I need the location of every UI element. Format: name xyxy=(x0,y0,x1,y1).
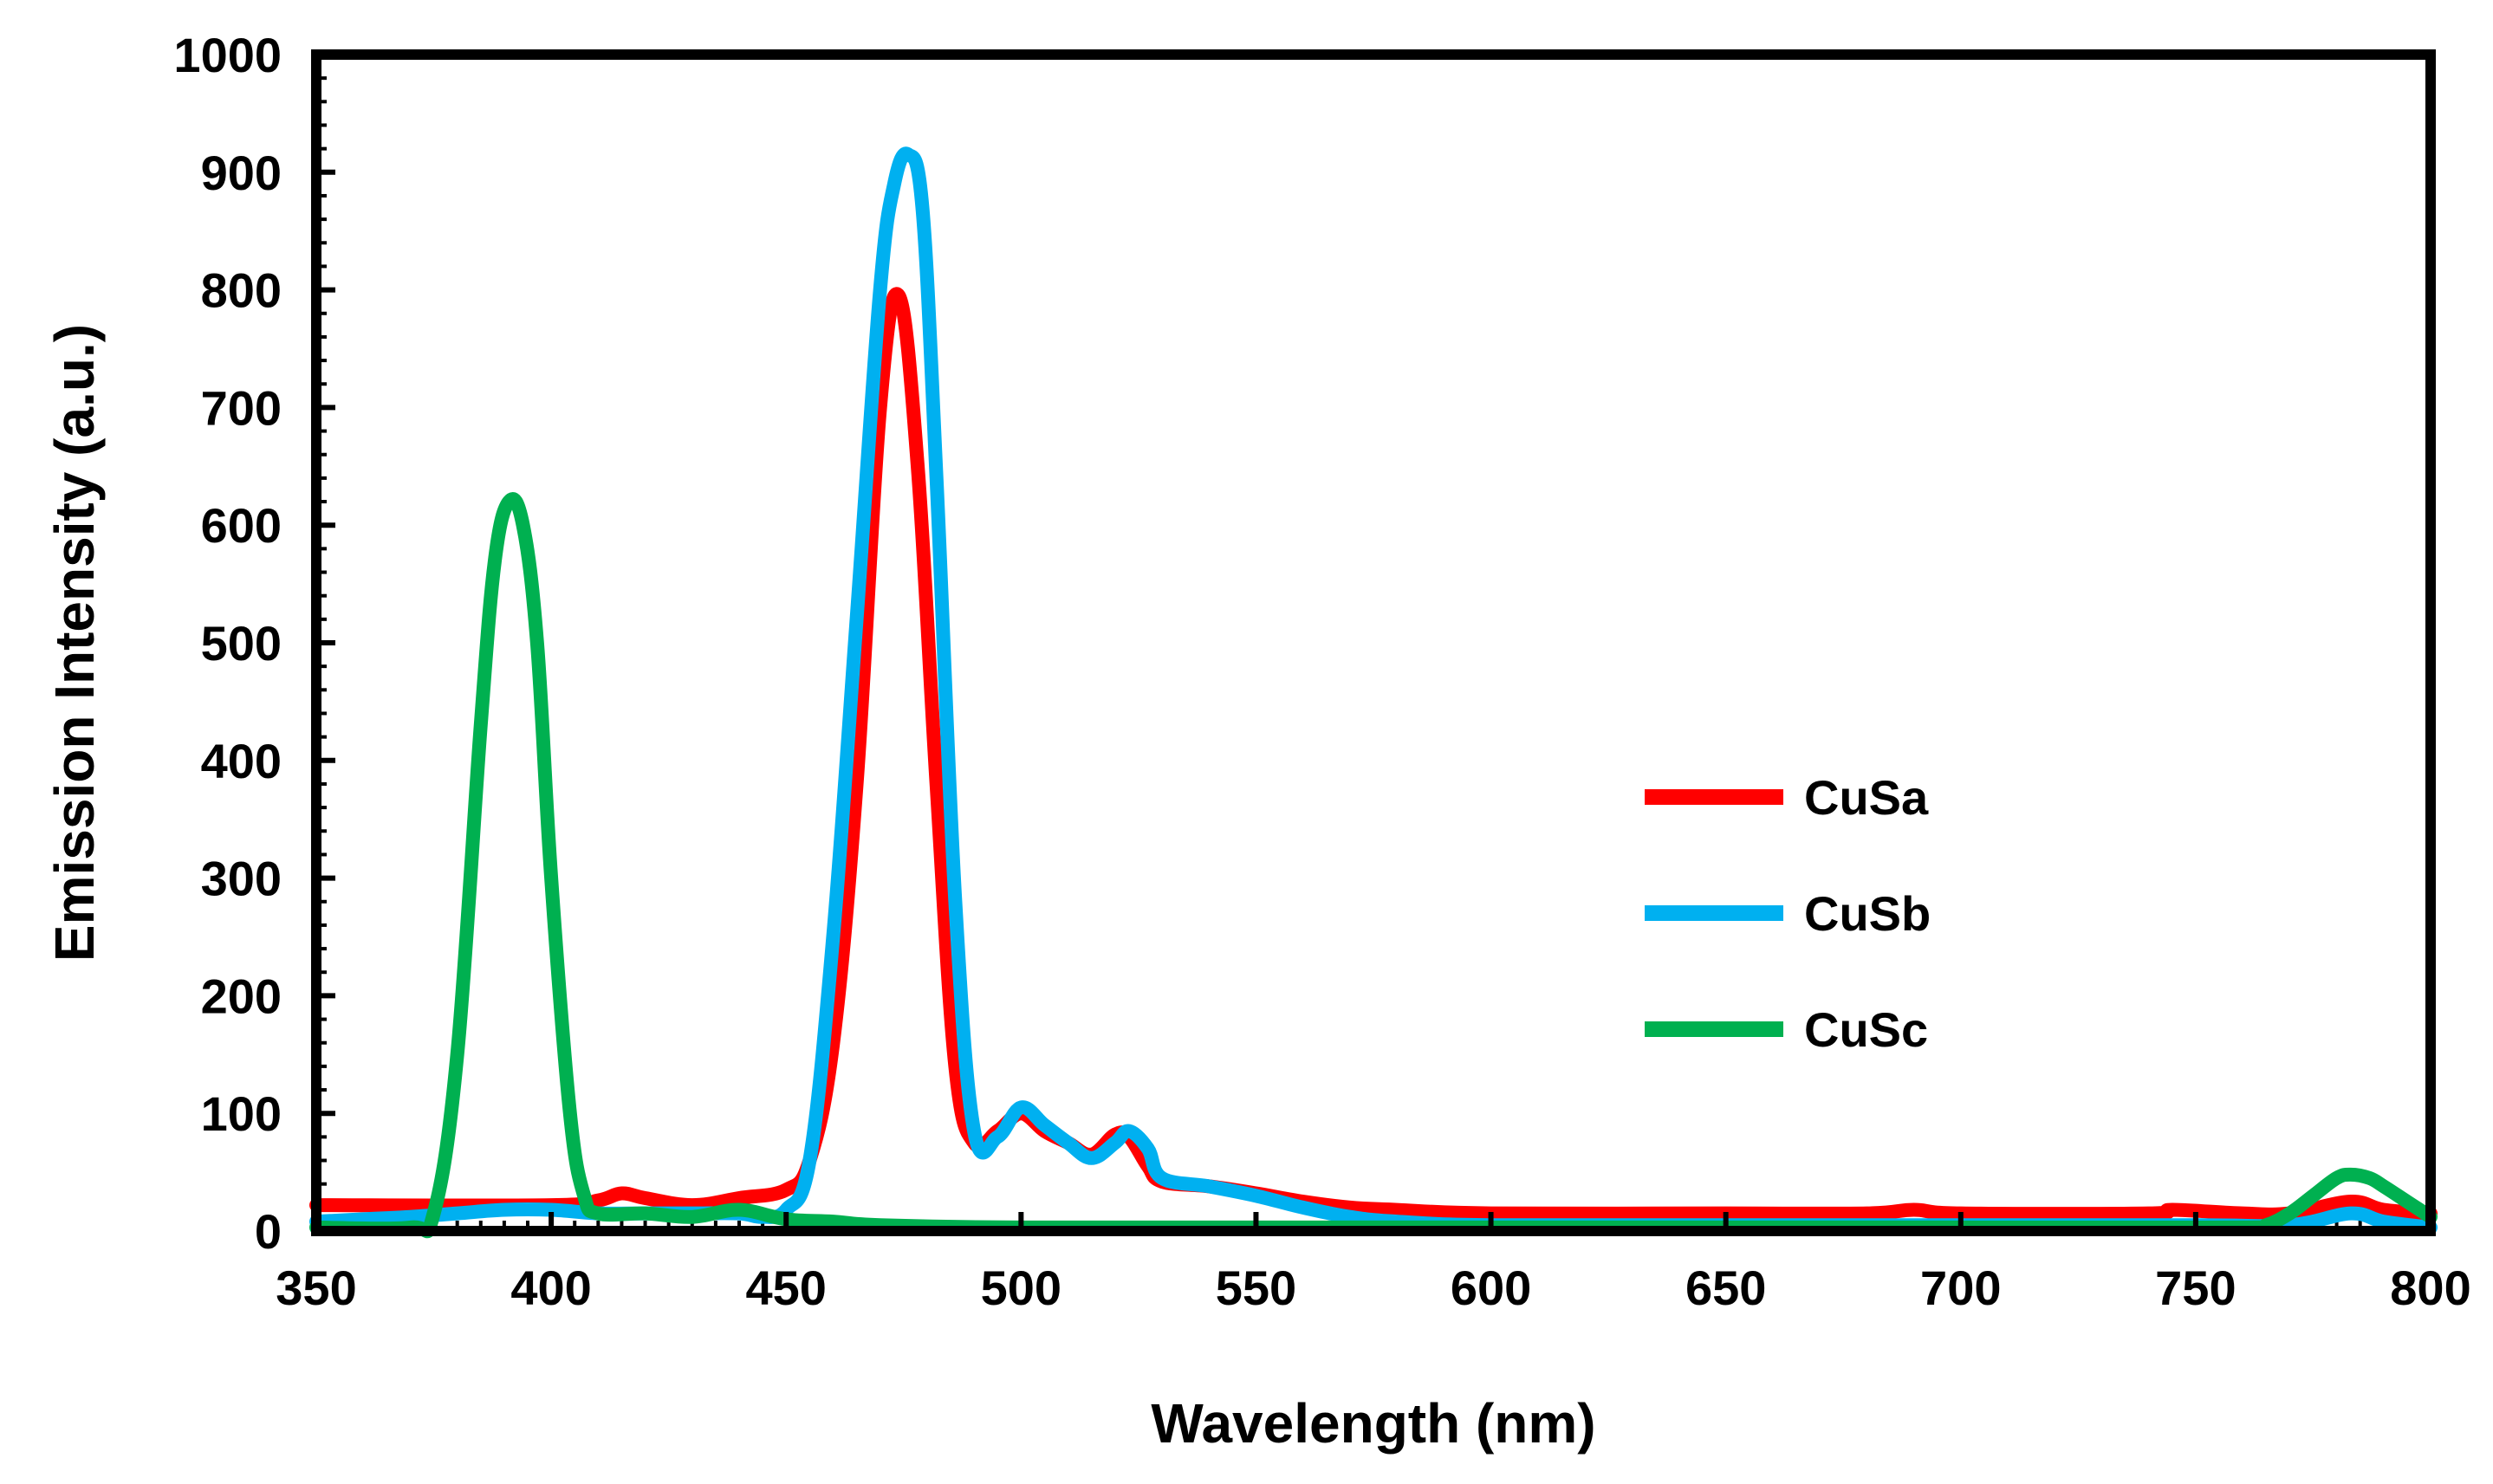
x-tick-label: 700 xyxy=(1920,1260,2001,1315)
x-tick-label: 400 xyxy=(510,1260,591,1315)
legend: CuSa CuSb CuSc xyxy=(1645,770,1931,1057)
y-tick-label: 800 xyxy=(201,263,282,318)
x-tick-label: 650 xyxy=(1685,1260,1766,1315)
legend-label-cusc: CuSc xyxy=(1804,1002,1928,1057)
y-tick-label: 600 xyxy=(201,498,282,553)
x-tick-label: 800 xyxy=(2390,1260,2470,1315)
series-line-cusb xyxy=(309,146,2438,1235)
plot-frame xyxy=(311,49,2436,1236)
y-tick-label: 1000 xyxy=(173,28,282,82)
x-tick-label: 450 xyxy=(746,1260,827,1315)
y-tick-label: 100 xyxy=(201,1086,282,1141)
y-tick-label: 700 xyxy=(201,380,282,435)
y-tick-label: 400 xyxy=(201,734,282,788)
x-axis-ticks: 350 400 450 500 550 600 650 700 750 800 xyxy=(276,1212,2471,1315)
x-tick-label: 750 xyxy=(2155,1260,2236,1315)
x-axis-title: Wavelength (nm) xyxy=(1151,1392,1595,1455)
y-axis-ticks: 0 100 200 300 400 500 600 700 800 900 1000 xyxy=(173,28,335,1259)
legend-label-cusb: CuSb xyxy=(1804,886,1931,941)
y-axis-title: Emission Intensity (a.u.) xyxy=(43,324,106,962)
x-tick-label: 600 xyxy=(1451,1260,1531,1315)
y-tick-label: 500 xyxy=(201,616,282,671)
y-tick-label: 900 xyxy=(201,146,282,200)
x-tick-label: 550 xyxy=(1216,1260,1296,1315)
x-tick-label: 500 xyxy=(981,1260,1061,1315)
series-line-cusc xyxy=(309,492,2438,1239)
series-layer xyxy=(309,146,2438,1239)
y-tick-label: 0 xyxy=(255,1204,282,1259)
legend-label-cusa: CuSa xyxy=(1804,770,1929,825)
y-tick-label: 300 xyxy=(201,852,282,906)
y-tick-label: 200 xyxy=(201,969,282,1023)
x-tick-label: 350 xyxy=(276,1260,356,1315)
series-line-cusa xyxy=(309,287,2438,1222)
